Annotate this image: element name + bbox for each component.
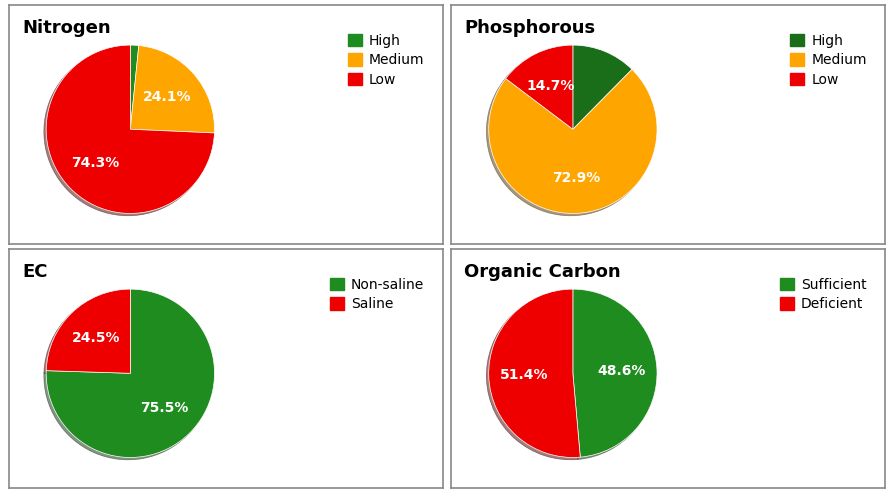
Wedge shape: [506, 45, 573, 129]
Text: 51.4%: 51.4%: [500, 368, 548, 383]
Text: Phosphorous: Phosphorous: [465, 19, 595, 37]
Text: Organic Carbon: Organic Carbon: [465, 263, 621, 282]
Wedge shape: [489, 70, 657, 213]
Legend: High, Medium, Low: High, Medium, Low: [345, 31, 427, 90]
Text: 75.5%: 75.5%: [140, 401, 189, 416]
Text: 72.9%: 72.9%: [552, 171, 601, 185]
Text: 24.1%: 24.1%: [143, 90, 191, 105]
Wedge shape: [131, 45, 139, 129]
Text: 14.7%: 14.7%: [527, 78, 576, 93]
Wedge shape: [573, 289, 657, 457]
Wedge shape: [573, 45, 632, 129]
Wedge shape: [46, 289, 215, 458]
Text: EC: EC: [22, 263, 47, 282]
Text: Nitrogen: Nitrogen: [22, 19, 111, 37]
Text: 74.3%: 74.3%: [71, 156, 119, 170]
Wedge shape: [131, 45, 215, 133]
Wedge shape: [489, 289, 580, 458]
Legend: High, Medium, Low: High, Medium, Low: [788, 31, 870, 90]
Text: 48.6%: 48.6%: [597, 364, 645, 378]
Wedge shape: [46, 289, 131, 373]
Text: 24.5%: 24.5%: [72, 331, 121, 345]
Legend: Sufficient, Deficient: Sufficient, Deficient: [778, 275, 870, 314]
Wedge shape: [46, 45, 215, 213]
Legend: Non-saline, Saline: Non-saline, Saline: [327, 275, 427, 314]
